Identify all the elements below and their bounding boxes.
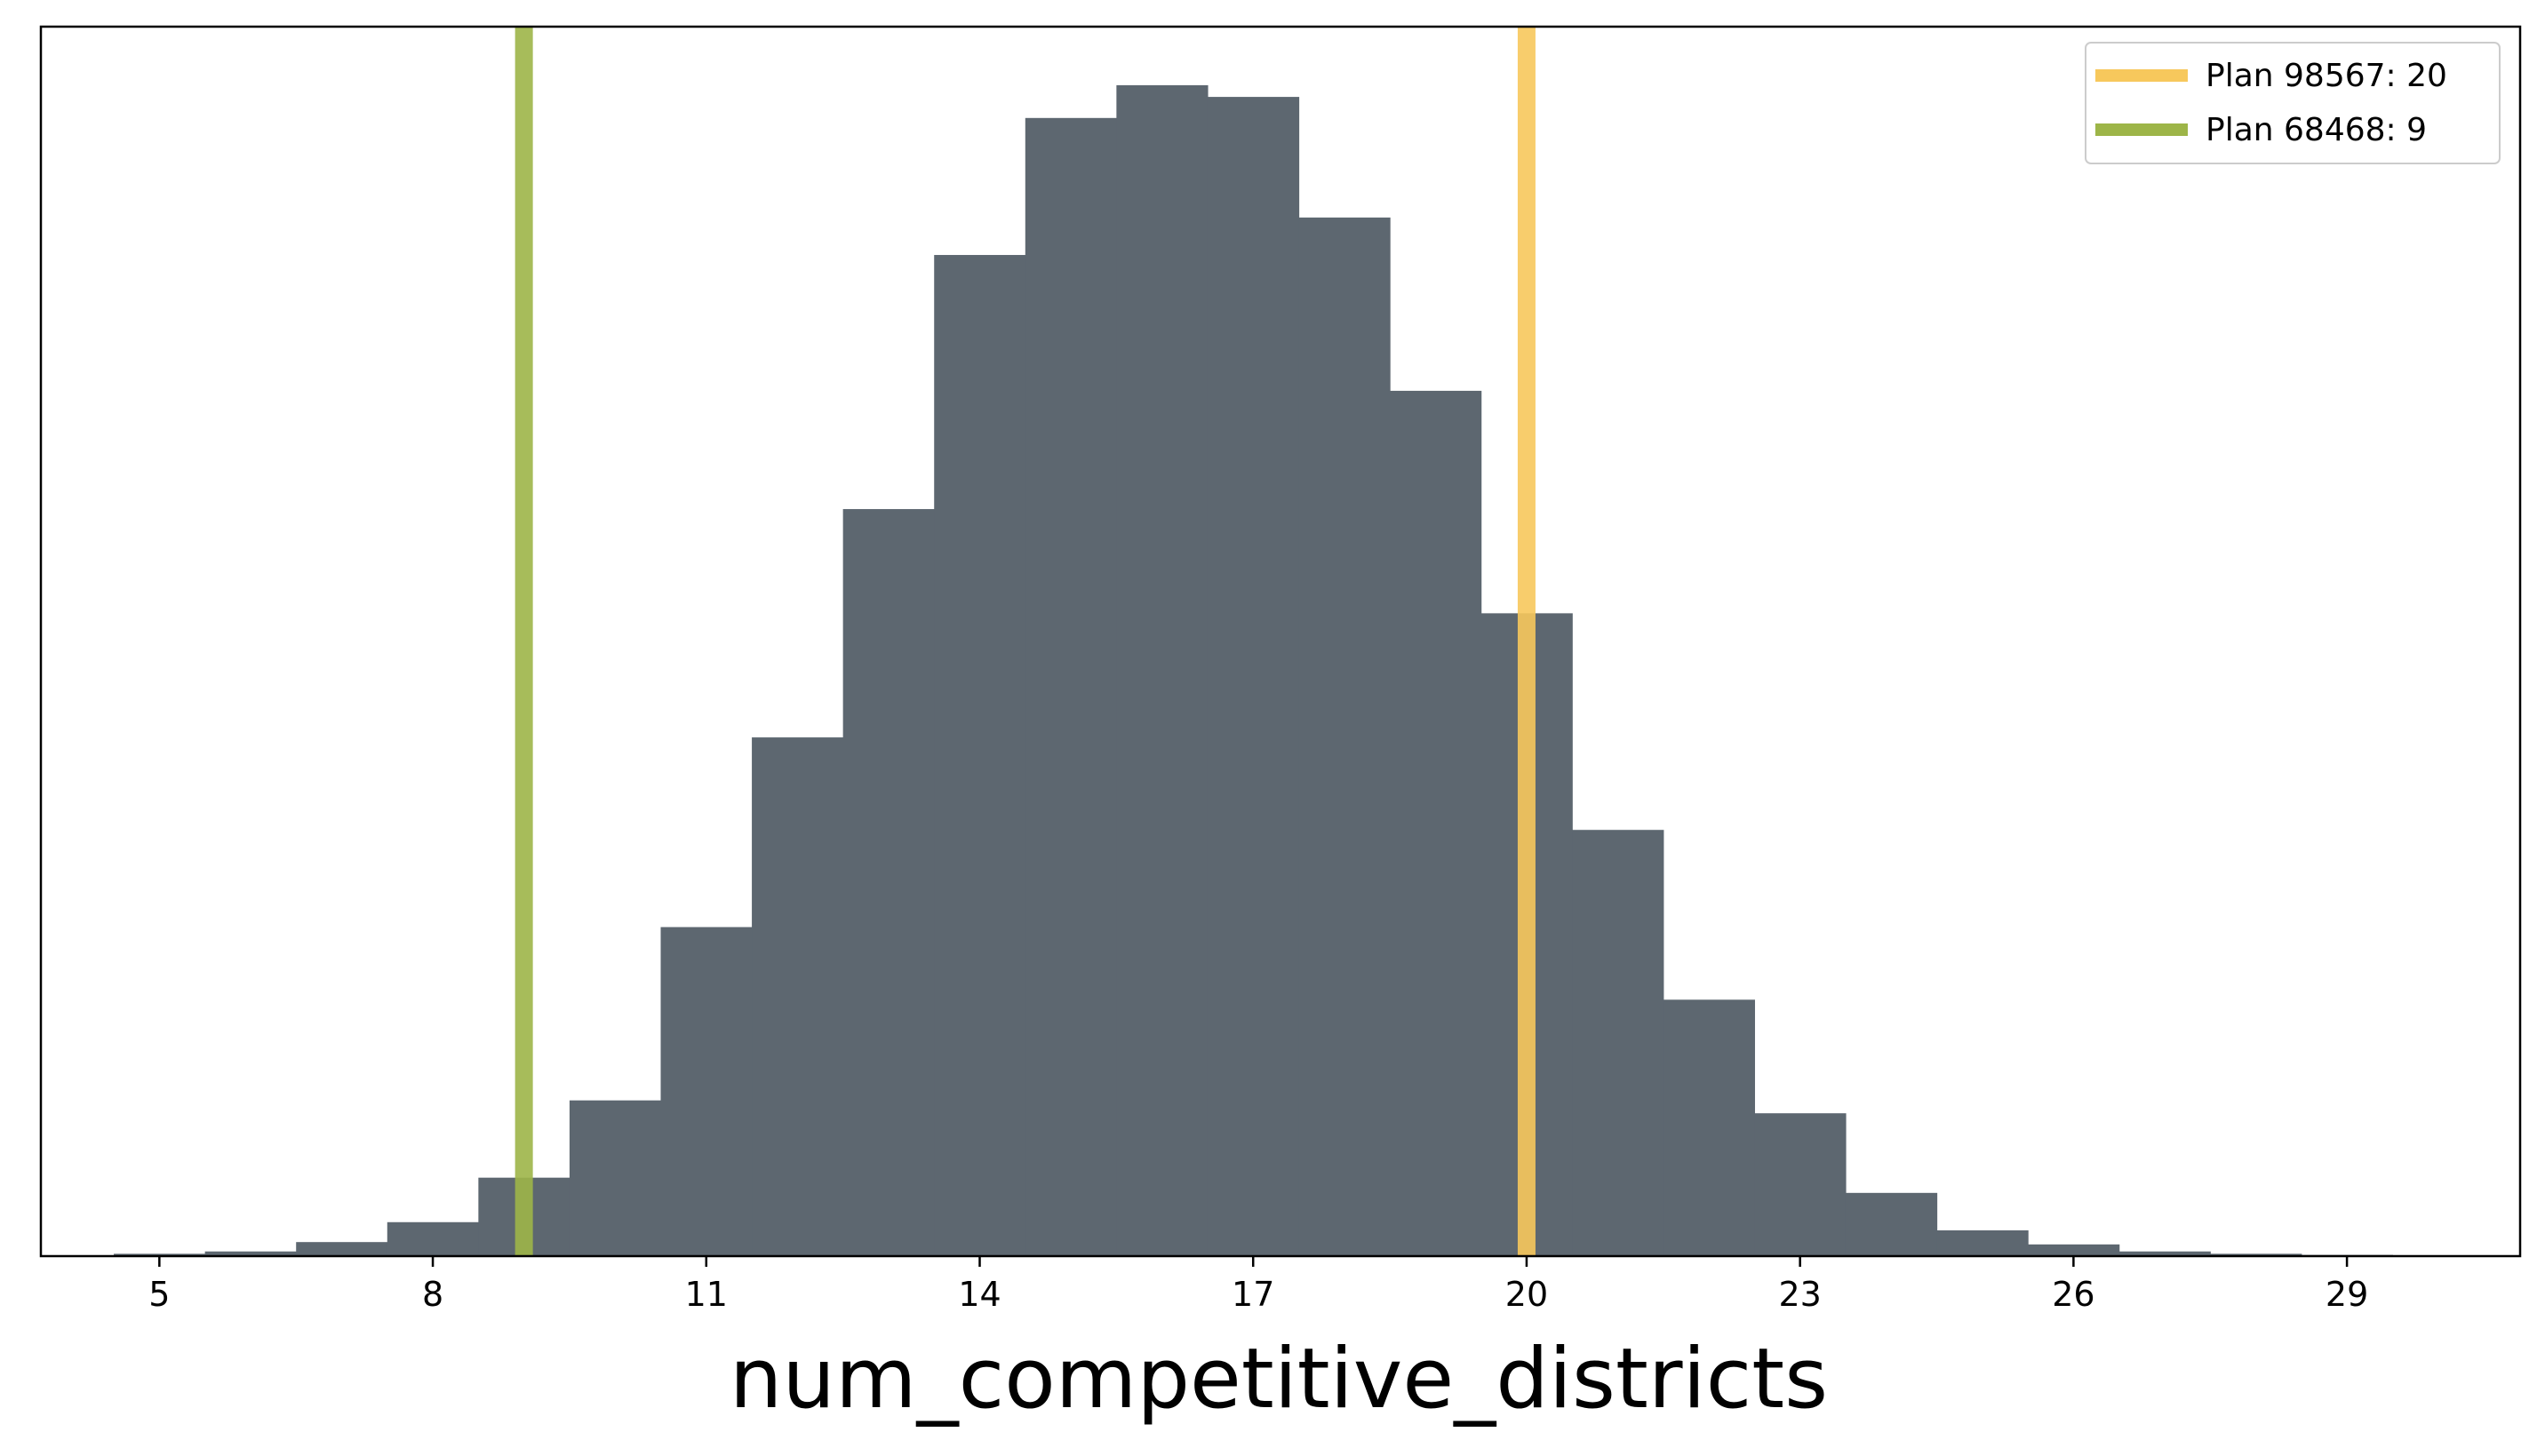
- x-tick-label-5: 5: [148, 1275, 170, 1314]
- histogram-bar-12: [752, 737, 844, 1256]
- histogram-bar-10: [569, 1100, 662, 1256]
- histogram-bar-14: [934, 255, 1026, 1256]
- x-axis-ticks: 5 8 11 14 17 20 23 26 29: [148, 1256, 2368, 1314]
- histogram-bar-22: [1663, 999, 1755, 1256]
- histogram-bars: [114, 84, 2393, 1257]
- x-tick-label-29: 29: [2326, 1275, 2368, 1314]
- histogram-bar-26: [2028, 1244, 2120, 1256]
- histogram-bar-16: [1116, 84, 1209, 1256]
- histogram-bar-17: [1207, 97, 1300, 1257]
- histogram-bar-28: [2210, 1253, 2302, 1256]
- plot-frame: [39, 25, 2522, 1258]
- legend-label-plan-68468: Plan 68468: 9: [2206, 112, 2427, 148]
- x-tick-label-17: 17: [1232, 1275, 1274, 1314]
- histogram-bar-7: [296, 1242, 388, 1256]
- x-tick-label-23: 23: [1778, 1275, 1821, 1314]
- histogram-bar-23: [1754, 1113, 1847, 1256]
- reference-lines: [515, 27, 1536, 1256]
- x-axis-title: num_competitive_districts: [730, 1331, 1828, 1428]
- histogram-bar-13: [842, 509, 935, 1256]
- legend-frame: [2085, 42, 2501, 164]
- histogram-bar-25: [1936, 1230, 2029, 1256]
- histogram-bar-11: [660, 927, 753, 1256]
- x-tick-label-26: 26: [2052, 1275, 2094, 1314]
- histogram-bar-21: [1572, 830, 1664, 1256]
- x-tick-label-11: 11: [685, 1275, 728, 1314]
- histogram-bar-27: [2118, 1251, 2211, 1256]
- x-tick-label-14: 14: [958, 1275, 1001, 1314]
- histogram-bar-24: [1845, 1192, 1938, 1256]
- x-tick-label-8: 8: [422, 1275, 443, 1314]
- legend-label-plan-98567: Plan 98567: 20: [2206, 58, 2447, 94]
- histogram-bar-15: [1025, 117, 1117, 1257]
- histogram-bar-8: [387, 1221, 479, 1256]
- histogram-bar-18: [1298, 217, 1391, 1257]
- x-tick-label-20: 20: [1505, 1275, 1548, 1314]
- histogram-bar-19: [1390, 390, 1482, 1256]
- histogram-bar-6: [204, 1251, 297, 1256]
- histogram-bar-5: [114, 1253, 206, 1256]
- legend: Plan 98567: 20 Plan 68468: 9: [2085, 42, 2501, 164]
